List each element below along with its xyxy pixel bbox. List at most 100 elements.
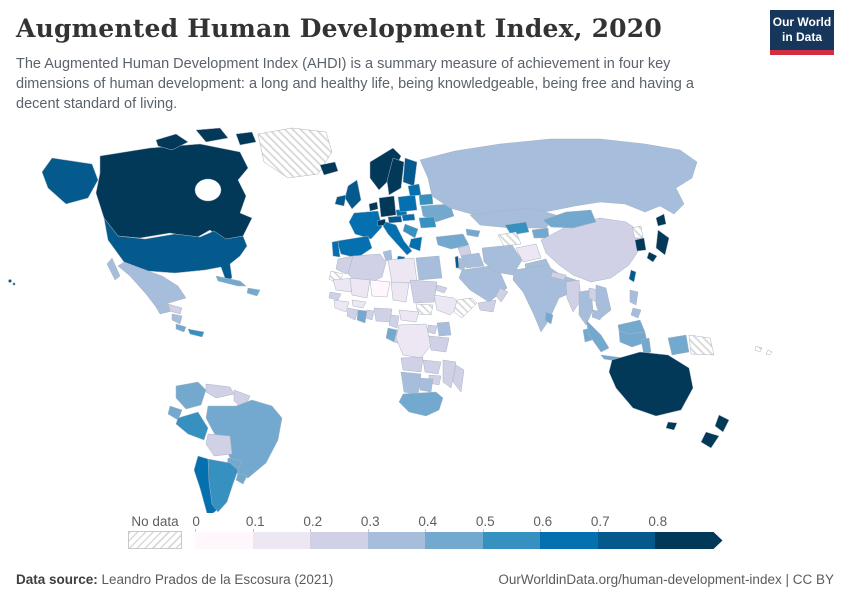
region-iran[interactable] xyxy=(481,244,523,276)
region-tasmania[interactable] xyxy=(665,421,678,431)
region-burkina-faso[interactable] xyxy=(351,299,367,309)
region-pacific-islands[interactable] xyxy=(765,349,773,356)
region-egypt[interactable] xyxy=(415,255,443,281)
region-kyrgyzstan[interactable] xyxy=(531,227,550,239)
region-greenland[interactable] xyxy=(257,127,333,179)
region-hawaii[interactable] xyxy=(12,282,16,286)
region-yemen[interactable] xyxy=(477,299,497,313)
region-uruguay[interactable] xyxy=(235,472,248,485)
legend-bin-6[interactable] xyxy=(540,529,598,549)
no-data-swatch[interactable] xyxy=(128,531,182,549)
region-new-zealand-north[interactable] xyxy=(714,414,730,433)
region-botswana[interactable] xyxy=(418,377,434,393)
region-philippines[interactable] xyxy=(629,289,639,306)
region-austria[interactable] xyxy=(387,215,403,224)
region-iceland[interactable] xyxy=(319,161,339,176)
region-cameroon[interactable] xyxy=(388,314,400,329)
region-peru[interactable] xyxy=(175,411,209,441)
region-ivory-coast[interactable] xyxy=(346,307,359,321)
region-south-korea[interactable] xyxy=(634,237,647,252)
region-turkmenistan[interactable] xyxy=(497,231,522,247)
region-namibia[interactable] xyxy=(400,371,422,396)
legend-bin-1[interactable] xyxy=(252,529,310,549)
region-niger[interactable] xyxy=(369,279,391,298)
region-ireland[interactable] xyxy=(334,194,347,207)
footer-url[interactable]: OurWorldinData.org/human-development-ind… xyxy=(498,572,782,587)
region-eritrea[interactable] xyxy=(435,284,448,294)
legend-bin-7[interactable] xyxy=(597,529,655,549)
region-taiwan[interactable] xyxy=(628,269,637,283)
region-mexico[interactable] xyxy=(117,261,187,308)
region-oman[interactable] xyxy=(495,287,509,303)
region-sweden[interactable] xyxy=(386,157,405,196)
region-canada[interactable] xyxy=(195,127,229,143)
region-canada[interactable] xyxy=(235,131,257,146)
region-myanmar[interactable] xyxy=(565,279,582,313)
region-mauritania[interactable] xyxy=(332,277,354,293)
region-bolivia[interactable] xyxy=(205,433,233,457)
region-balkans[interactable] xyxy=(402,223,419,239)
region-chad[interactable] xyxy=(390,281,410,303)
region-panama[interactable] xyxy=(187,328,205,338)
region-sri-lanka[interactable] xyxy=(544,311,554,325)
region-australia[interactable] xyxy=(608,351,694,417)
region-argentina[interactable] xyxy=(207,458,239,513)
region-costa-rica[interactable] xyxy=(175,323,187,333)
region-uganda[interactable] xyxy=(427,324,438,335)
region-finland[interactable] xyxy=(402,157,418,187)
region-nicaragua[interactable] xyxy=(171,313,183,325)
region-mongolia[interactable] xyxy=(542,209,597,229)
region-togo-benin[interactable] xyxy=(365,309,375,321)
region-france[interactable] xyxy=(348,210,383,240)
region-central-african-republic[interactable] xyxy=(398,309,420,323)
owid-logo[interactable]: Our World in Data xyxy=(770,10,834,55)
region-hungary[interactable] xyxy=(401,213,416,222)
region-south-sudan[interactable] xyxy=(415,303,434,316)
region-japan[interactable] xyxy=(655,229,670,256)
region-colombia[interactable] xyxy=(175,381,207,410)
legend-bin-2[interactable] xyxy=(310,529,368,549)
region-israel[interactable] xyxy=(454,255,460,269)
region-honduras[interactable] xyxy=(167,303,183,315)
region-canada[interactable] xyxy=(95,143,253,241)
region-alaska[interactable] xyxy=(41,157,99,205)
region-kenya[interactable] xyxy=(436,321,452,337)
region-angola[interactable] xyxy=(400,356,424,373)
region-brazil[interactable] xyxy=(205,399,283,479)
legend-bin-3[interactable] xyxy=(367,529,425,549)
region-cambodia[interactable] xyxy=(591,309,604,321)
region-nepal[interactable] xyxy=(550,271,567,281)
region-japan[interactable] xyxy=(646,251,658,263)
region-portugal[interactable] xyxy=(331,240,341,258)
region-cuba[interactable] xyxy=(215,275,247,287)
region-mali[interactable] xyxy=(349,277,371,299)
region-canada[interactable] xyxy=(155,133,189,151)
region-senegal[interactable] xyxy=(328,291,342,301)
region-venezuela[interactable] xyxy=(205,383,235,399)
region-tanzania[interactable] xyxy=(428,335,450,353)
region-romania[interactable] xyxy=(418,216,437,229)
region-somalia[interactable] xyxy=(453,297,478,319)
region-west-papua[interactable] xyxy=(667,334,690,356)
region-tunisia[interactable] xyxy=(382,249,393,262)
region-poland[interactable] xyxy=(397,194,418,213)
region-belarus[interactable] xyxy=(418,193,434,206)
region-uzbekistan[interactable] xyxy=(504,221,530,236)
region-caucasus[interactable] xyxy=(465,228,481,238)
region-china[interactable] xyxy=(540,217,642,283)
region-united-kingdom[interactable] xyxy=(344,179,362,210)
region-hispaniola[interactable] xyxy=(246,287,261,297)
legend-bin-8[interactable] xyxy=(655,532,723,549)
footer-license[interactable]: CC BY xyxy=(792,572,834,587)
region-benelux[interactable] xyxy=(368,201,379,212)
region-mozambique[interactable] xyxy=(442,359,457,389)
region-zambia[interactable] xyxy=(422,359,442,375)
region-greece[interactable] xyxy=(408,236,423,252)
region-south-africa[interactable] xyxy=(398,391,444,417)
region-madagascar[interactable] xyxy=(452,364,465,393)
region-philippines[interactable] xyxy=(630,307,642,319)
region-ghana[interactable] xyxy=(356,309,368,324)
region-russia[interactable] xyxy=(419,138,698,219)
region-syria[interactable] xyxy=(457,245,472,257)
region-germany[interactable] xyxy=(378,195,397,218)
